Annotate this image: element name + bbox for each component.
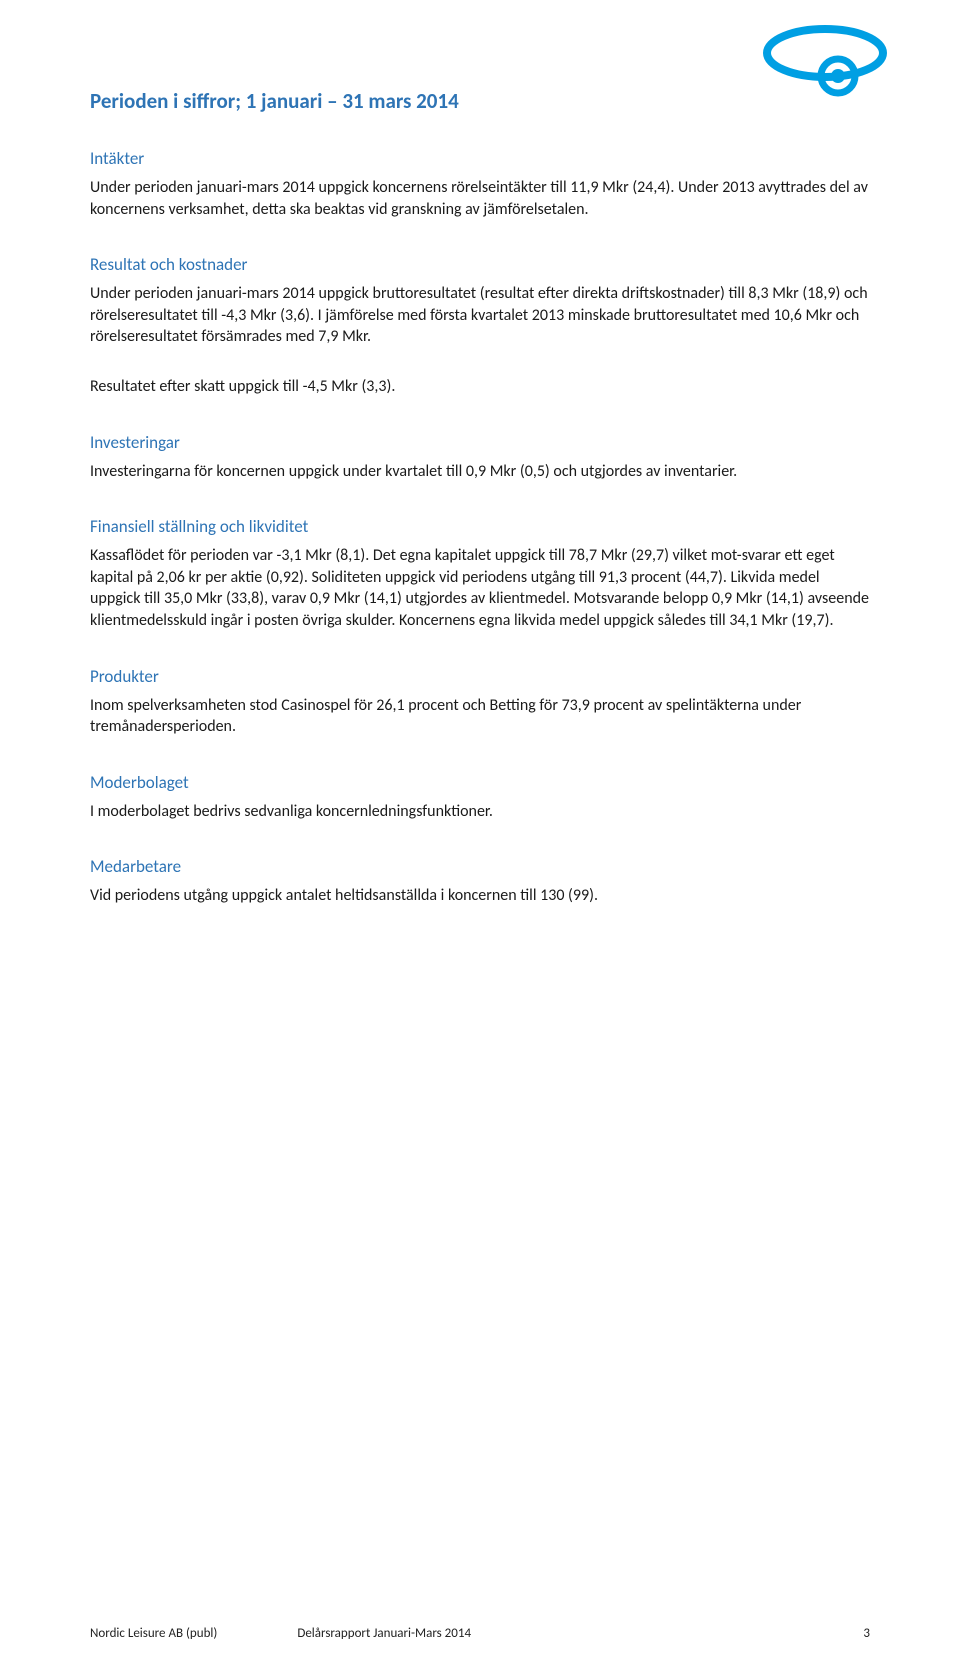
footer-page-number: 3: [863, 1626, 870, 1641]
section-heading-medarbetare: Medarbetare: [90, 856, 870, 877]
page-footer: Nordic Leisure AB (publ) Delårsrapport J…: [90, 1626, 870, 1641]
section-body-moderbolaget: I moderbolaget bedrivs sedvanliga koncer…: [90, 801, 870, 823]
section-body-investeringar: Investeringarna för koncernen uppgick un…: [90, 461, 870, 483]
section-body-finansiell: Kassaflödet för perioden var -3,1 Mkr (8…: [90, 545, 870, 631]
section-heading-resultat: Resultat och kostnader: [90, 254, 870, 275]
document-page: Perioden i siffror; 1 januari – 31 mars …: [0, 0, 960, 1665]
section-heading-produkter: Produkter: [90, 666, 870, 687]
eye-logo-icon: [760, 18, 890, 108]
company-logo: [760, 18, 890, 113]
section-body-produkter: Inom spelverksamheten stod Casinospel fö…: [90, 695, 870, 738]
section-heading-investeringar: Investeringar: [90, 432, 870, 453]
section-body-medarbetare: Vid periodens utgång uppgick antalet hel…: [90, 885, 870, 907]
footer-report: Delårsrapport Januari-Mars 2014: [217, 1626, 863, 1641]
section-body-resultat: Under perioden januari-mars 2014 uppgick…: [90, 283, 870, 348]
footer-company: Nordic Leisure AB (publ): [90, 1626, 217, 1641]
result-after-tax: Resultatet efter skatt uppgick till -4,5…: [90, 376, 870, 398]
section-heading-moderbolaget: Moderbolaget: [90, 772, 870, 793]
section-body-intakter: Under perioden januari-mars 2014 uppgick…: [90, 177, 870, 220]
page-title: Perioden i siffror; 1 januari – 31 mars …: [90, 88, 870, 114]
section-heading-intakter: Intäkter: [90, 148, 870, 169]
section-heading-finansiell: Finansiell ställning och likviditet: [90, 516, 870, 537]
